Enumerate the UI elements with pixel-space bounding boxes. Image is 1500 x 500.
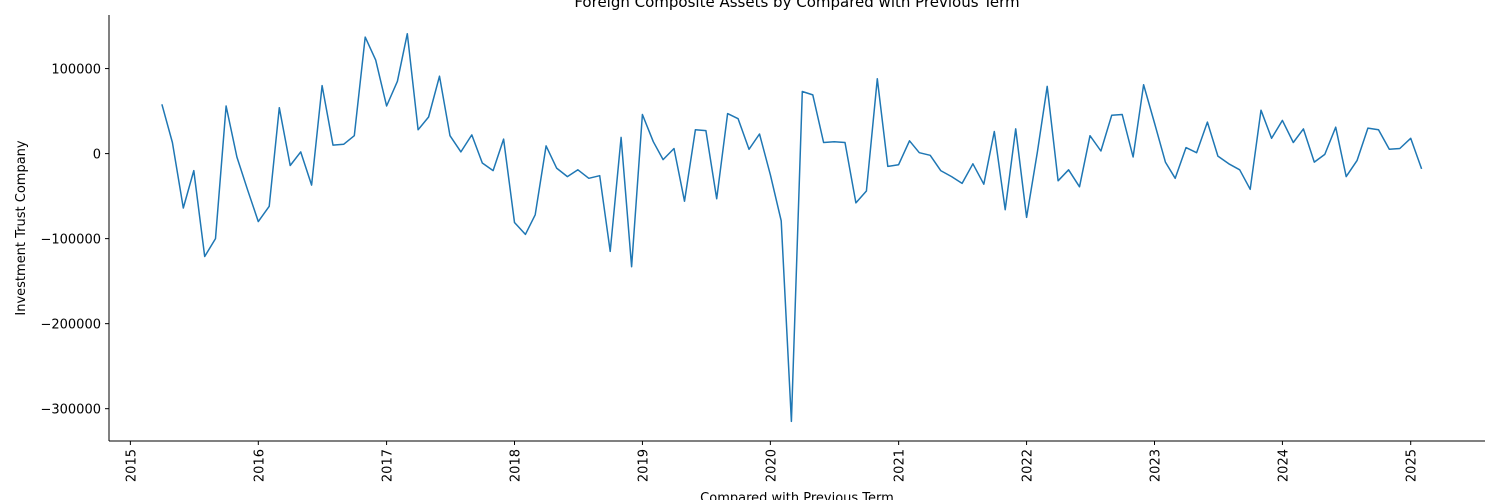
- x-tick-label: 2023: [1148, 449, 1163, 482]
- series-line: [161, 32, 1423, 423]
- x-axis-title: Compared with Previous Term: [700, 491, 894, 500]
- chart-title: Foreign Composite Assets by Compared wit…: [574, 0, 1019, 11]
- y-tick-label: −200000: [40, 318, 101, 333]
- x-tick-label: 2022: [1021, 449, 1036, 482]
- x-tick-label: 2017: [381, 449, 396, 482]
- x-tick-label: 2018: [509, 449, 524, 482]
- x-tick-label: 2020: [764, 449, 779, 482]
- x-tick-label: 2021: [893, 449, 908, 482]
- x-axis-ticks: 2015 2016 2017 2018 2019 2020 2021 2022 2023 2024…: [124, 441, 1420, 482]
- y-tick-label: −300000: [40, 403, 101, 418]
- x-tick-label: 2016: [252, 449, 267, 482]
- x-tick-label: 2025: [1405, 449, 1420, 482]
- x-tick-label: 2015: [124, 449, 139, 482]
- x-tick-label: 2024: [1276, 449, 1291, 482]
- series-points: [161, 33, 1422, 422]
- x-tick-label: 2019: [636, 449, 651, 482]
- y-tick-label: 0: [93, 148, 101, 163]
- y-axis-ticks: 100000 0 −100000 −200000 −300000: [40, 63, 109, 418]
- y-tick-label: 100000: [51, 63, 101, 78]
- y-tick-label: −100000: [40, 233, 101, 248]
- y-axis-title: Investment Trust Company: [14, 140, 29, 316]
